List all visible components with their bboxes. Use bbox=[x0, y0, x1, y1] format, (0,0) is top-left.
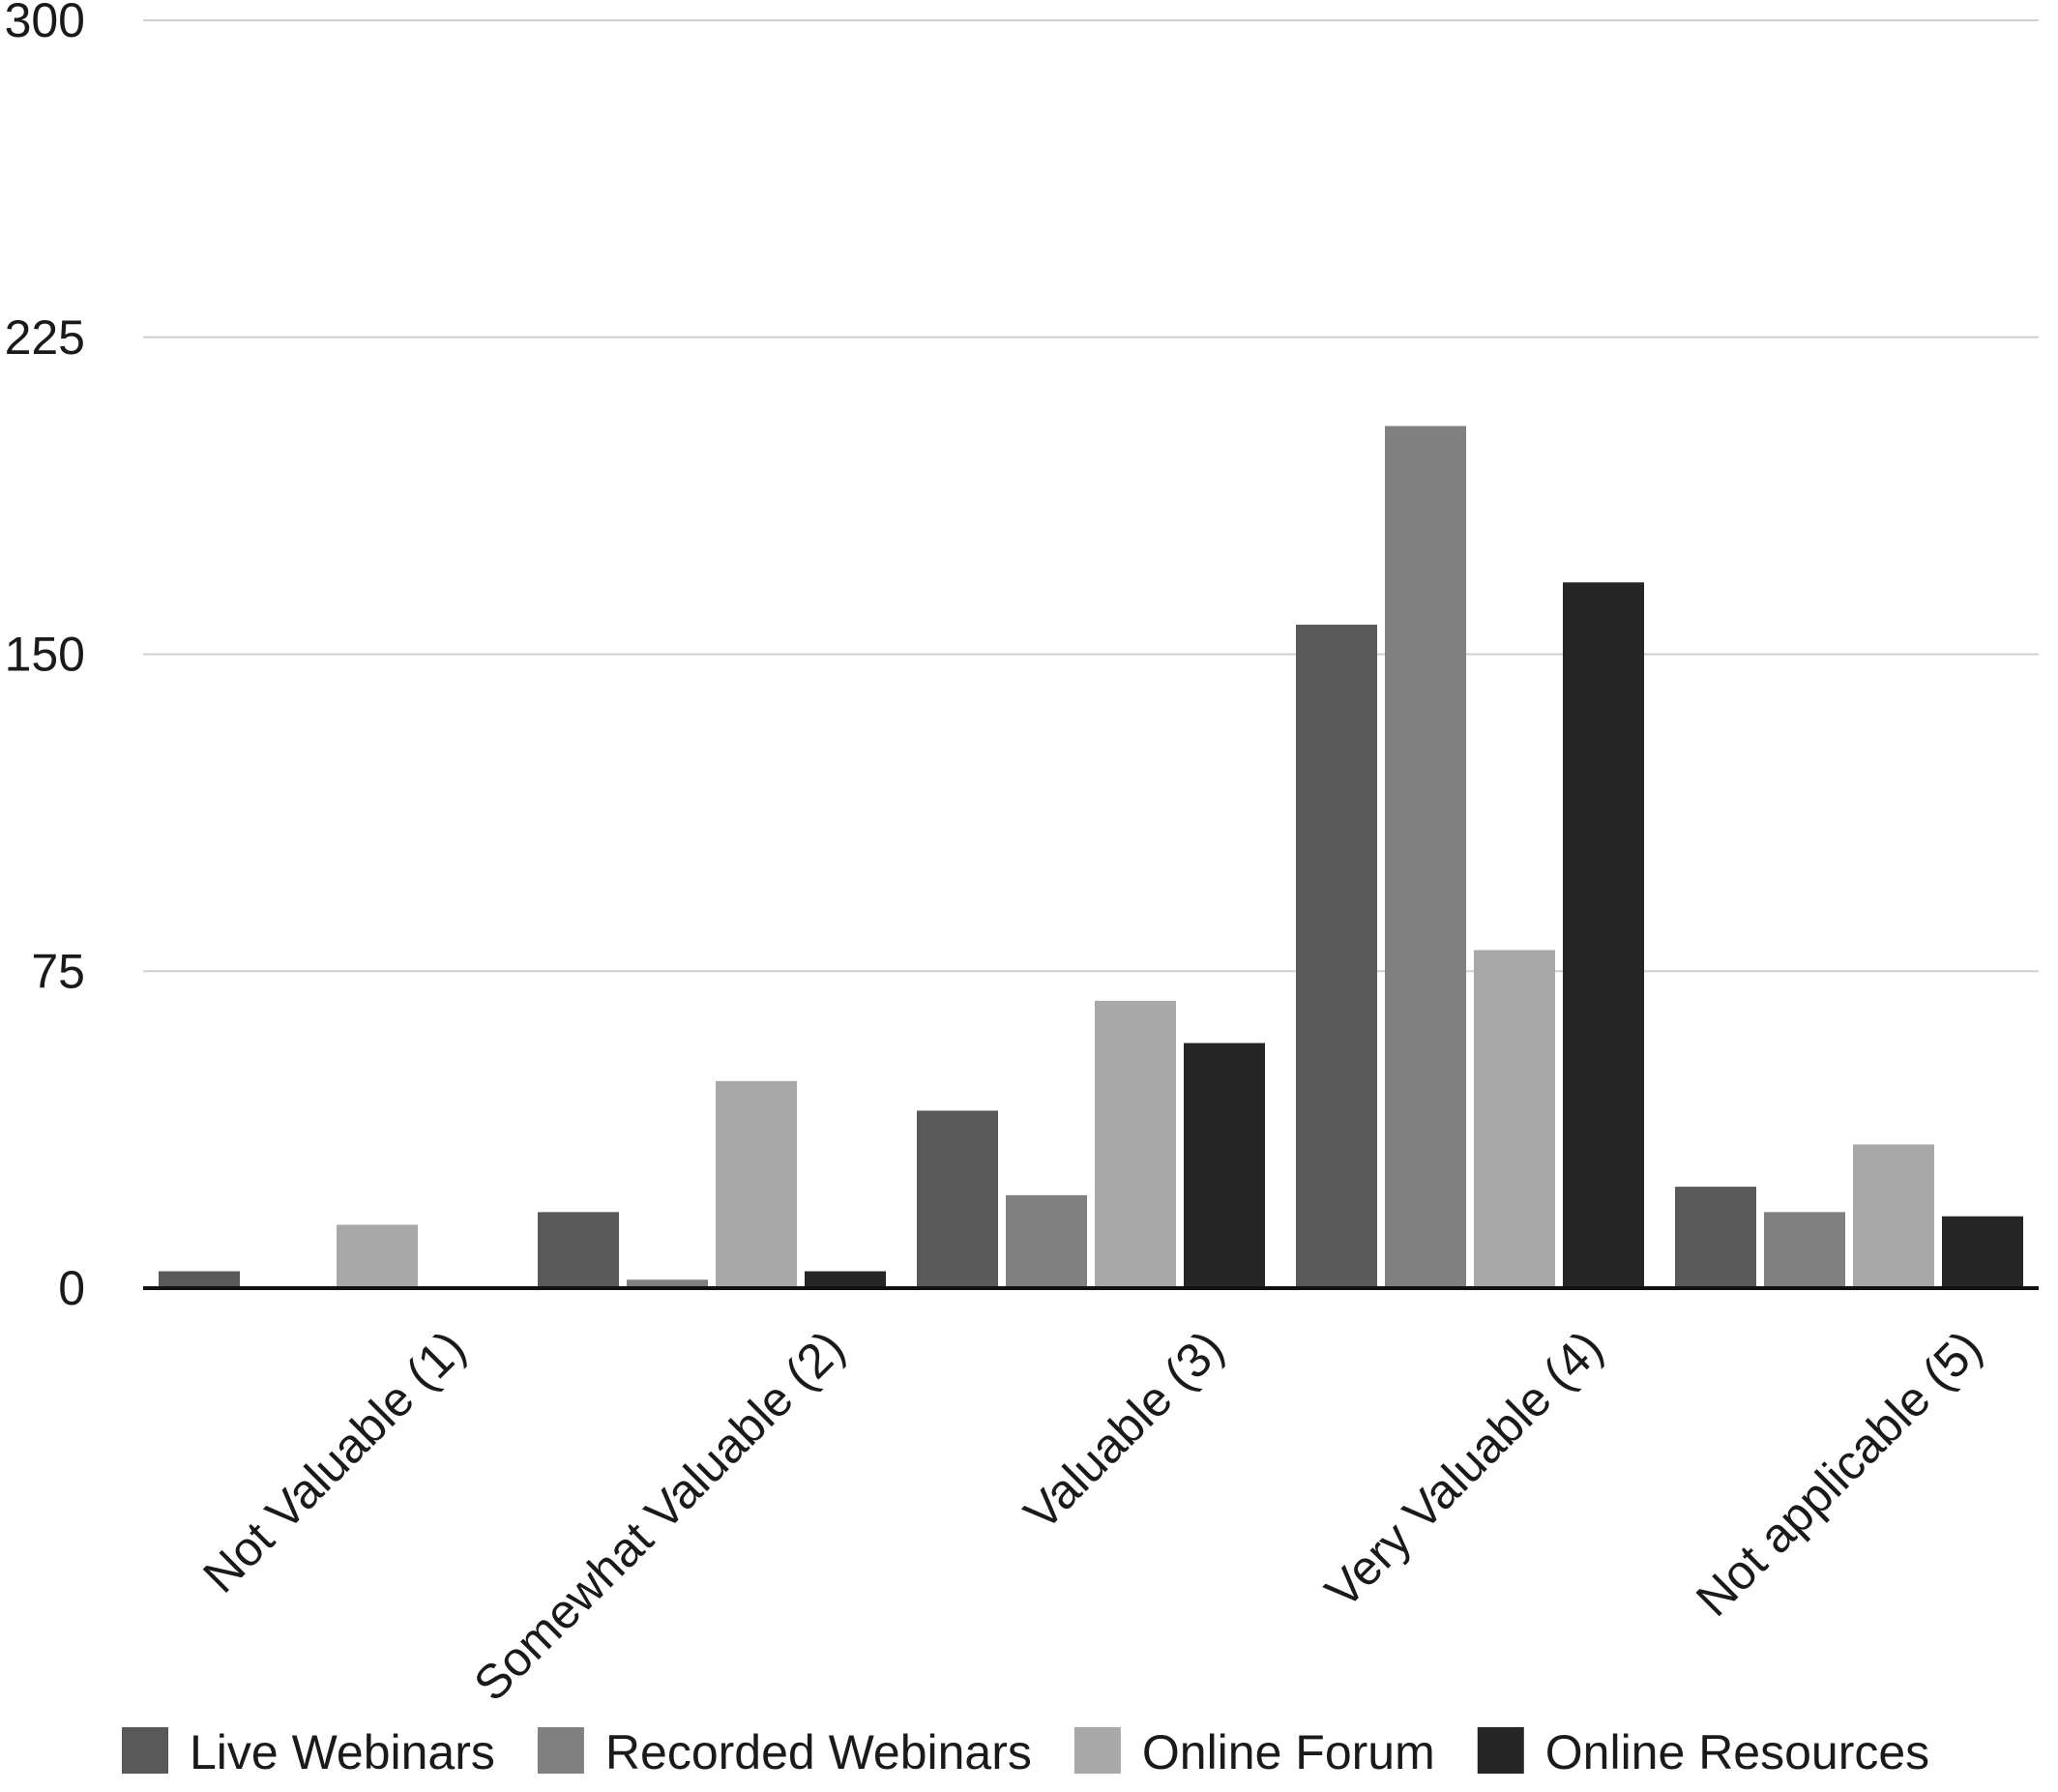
bar bbox=[159, 1271, 240, 1288]
bar bbox=[716, 1080, 797, 1288]
y-axis-ticks: 0 75 150 225 300 bbox=[5, 0, 85, 1315]
bar bbox=[1764, 1212, 1845, 1288]
legend-label: Live Webinars bbox=[190, 1725, 495, 1779]
bar bbox=[1296, 624, 1377, 1288]
bar bbox=[1095, 1000, 1176, 1288]
legend-label: Online Forum bbox=[1142, 1725, 1435, 1779]
x-tick-label: Somewhat Valuable (2) bbox=[463, 1320, 854, 1711]
x-tick-label: Not applicable (5) bbox=[1686, 1320, 1992, 1627]
x-tick-label: Not Valuable (1) bbox=[192, 1320, 475, 1602]
bar bbox=[627, 1279, 708, 1288]
legend-swatch bbox=[1477, 1727, 1524, 1774]
bar bbox=[1942, 1216, 2023, 1288]
legend-label: Recorded Webinars bbox=[605, 1725, 1032, 1779]
bars bbox=[159, 426, 2023, 1288]
y-tick-label: 0 bbox=[58, 1261, 85, 1315]
bar bbox=[1184, 1043, 1265, 1288]
bar bbox=[805, 1271, 886, 1288]
y-tick-label: 300 bbox=[5, 0, 85, 47]
bar bbox=[917, 1110, 998, 1288]
y-tick-label: 150 bbox=[5, 628, 85, 682]
legend-swatch bbox=[537, 1727, 584, 1774]
bar bbox=[1385, 426, 1466, 1288]
legend-swatch bbox=[122, 1727, 168, 1774]
legend: Live Webinars Recorded Webinars Online For… bbox=[122, 1725, 1929, 1779]
y-tick-label: 225 bbox=[5, 310, 85, 365]
x-axis-ticks: Not Valuable (1)Somewhat Valuable (2) Val… bbox=[192, 1320, 1991, 1711]
bar bbox=[337, 1224, 418, 1288]
bar bbox=[1563, 582, 1644, 1288]
x-tick-label: Very Valuable (4) bbox=[1315, 1320, 1613, 1618]
x-tick-label: Valuable (3) bbox=[1014, 1320, 1234, 1541]
legend-label: Online Resources bbox=[1545, 1725, 1929, 1779]
y-tick-label: 75 bbox=[31, 944, 85, 998]
bar bbox=[1675, 1187, 1756, 1288]
bar bbox=[1853, 1144, 1934, 1288]
bar bbox=[1474, 950, 1555, 1288]
bar bbox=[538, 1212, 619, 1288]
grid bbox=[143, 19, 2039, 973]
legend-swatch bbox=[1073, 1727, 1121, 1774]
bar bbox=[1006, 1194, 1087, 1288]
